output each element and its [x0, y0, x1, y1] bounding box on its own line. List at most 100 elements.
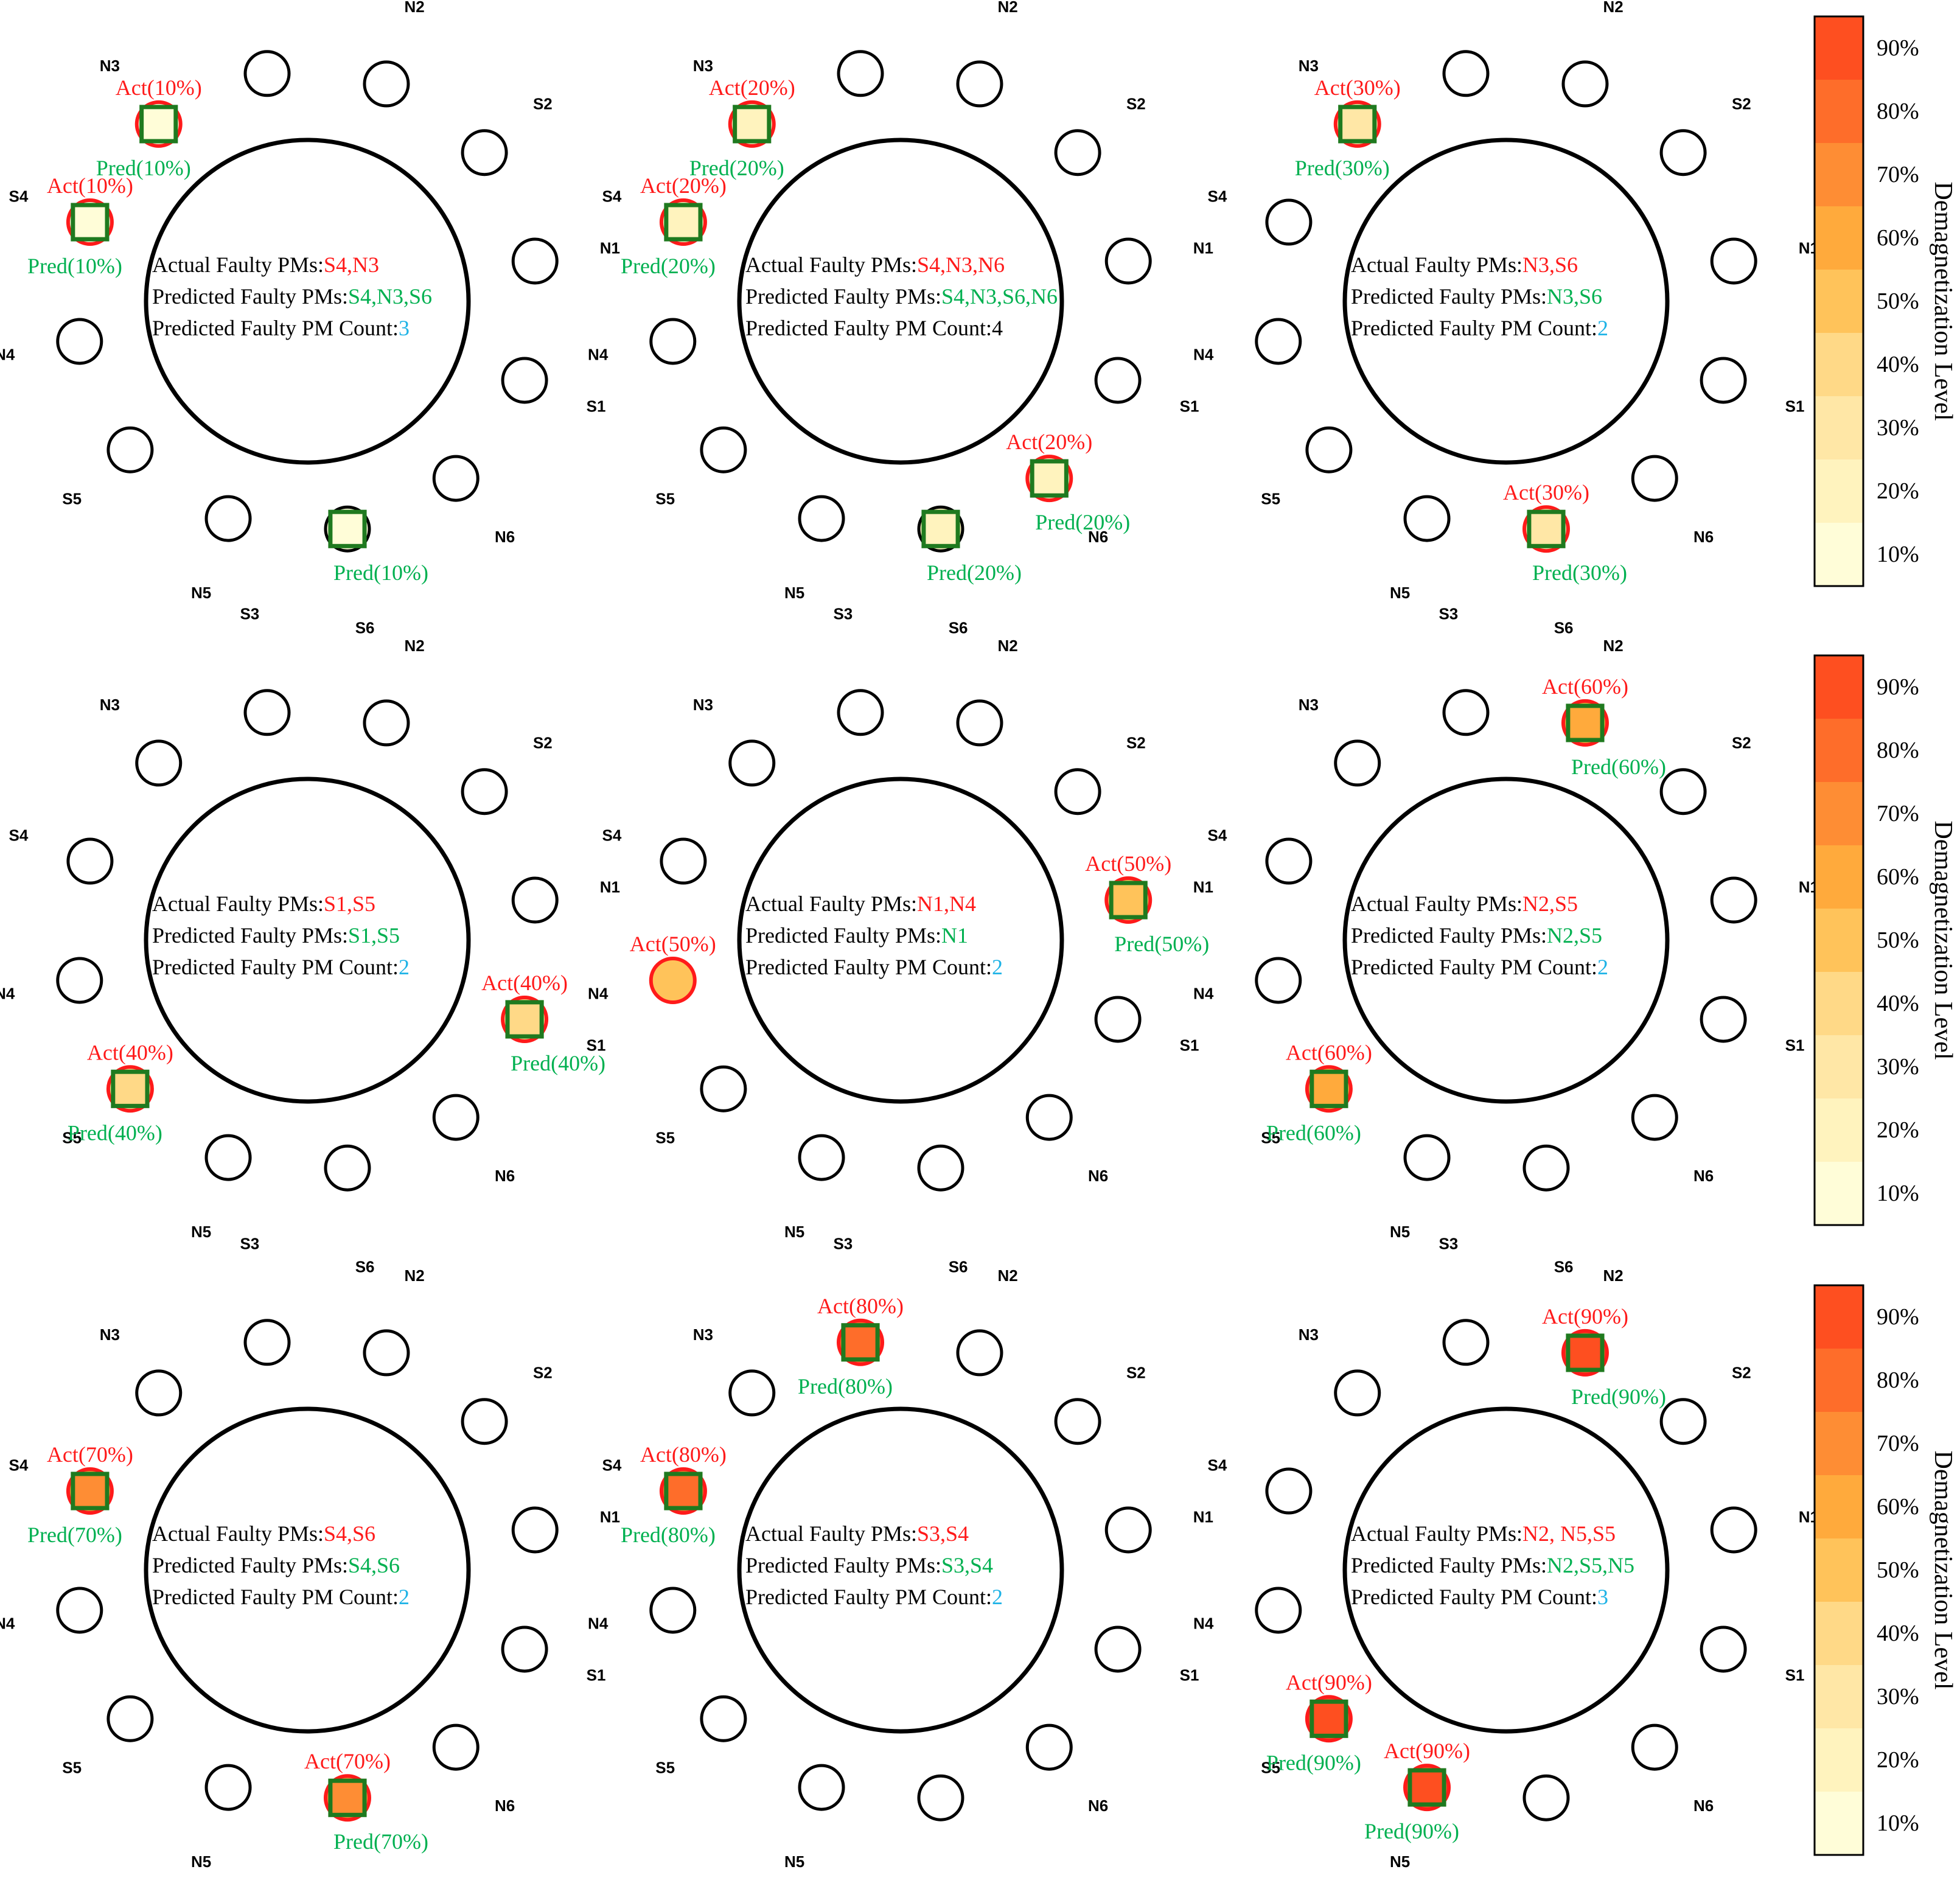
magnet-s3: [837, 50, 884, 97]
magnet-n3: [728, 739, 776, 787]
magnet-label: N5: [784, 1223, 804, 1241]
actual-value: N3,S6: [1522, 253, 1578, 277]
magnet-label: S6: [355, 1258, 375, 1276]
magnet-s2: [461, 129, 508, 176]
magnet-label: S1: [587, 1036, 606, 1055]
predicted-marker: [71, 1472, 110, 1510]
magnet-label: N1: [600, 239, 620, 257]
colorbar-segment: [1815, 909, 1863, 972]
colorbar-segment: [1815, 1412, 1863, 1475]
magnet-n5: [204, 1134, 252, 1181]
colorbar-segment: [1815, 459, 1863, 523]
magnet-label: N4: [1193, 985, 1214, 1003]
magnet-label: S4: [1208, 187, 1227, 205]
predicted-label: Predicted Faulty PMs:: [1351, 1553, 1547, 1577]
count-value: 2: [1597, 955, 1608, 979]
predicted-marker: [1566, 704, 1605, 742]
magnet-label: S2: [1126, 1363, 1146, 1381]
magnet-n1: [1710, 237, 1757, 285]
colorbar-tick-label: 40%: [1877, 1621, 1919, 1646]
magnet-n6: [1025, 1094, 1073, 1141]
predicted-marker: [139, 105, 178, 144]
magnet-label: N3: [100, 1325, 120, 1344]
colorbar-frame: [1813, 15, 1864, 587]
predicted-marker: [664, 203, 703, 242]
magnet-label: S6: [355, 619, 375, 637]
magnet-label: S4: [602, 187, 622, 205]
predicted-value: S4,N3,S6: [348, 284, 432, 309]
magnet-s6: [917, 1774, 964, 1821]
actual-faulty-line: Actual Faulty PMs:N1,N4: [745, 892, 976, 916]
magnet-s2: [1659, 768, 1707, 815]
magnet-n1: [1104, 237, 1152, 285]
predicted-count-line: Predicted Faulty PM Count:2: [152, 1585, 410, 1609]
colorbar-tick-label: 60%: [1877, 1494, 1919, 1520]
magnet-label: N5: [191, 1852, 211, 1871]
actual-label: Actual Faulty PMs:: [745, 892, 917, 916]
act-annotation: Act(30%): [1503, 480, 1589, 505]
predicted-faulty-line: Predicted Faulty PMs:N3,S6: [1351, 284, 1602, 309]
magnet-n4: [1255, 957, 1302, 1004]
magnet-label: S5: [62, 490, 82, 508]
colorbar-tick-label: 30%: [1877, 415, 1919, 441]
pred-annotation: Pred(20%): [689, 156, 784, 180]
magnet-n3: [135, 1369, 183, 1417]
pred-annotation: Pred(10%): [96, 156, 191, 180]
predicted-faulty-line: Predicted Faulty PMs:N2,S5,N5: [1351, 1553, 1634, 1577]
magnet-s2: [1054, 768, 1101, 815]
magnet-label: S6: [1554, 1258, 1574, 1276]
motor-panel: Actual Faulty PMs:N1,N4 Predicted Faulty …: [588, 604, 1213, 1276]
magnet-label: N4: [0, 1615, 15, 1633]
predicted-marker: [1407, 1768, 1446, 1807]
act-annotation: Act(90%): [1384, 1739, 1470, 1763]
magnet-label: N3: [693, 1325, 713, 1344]
magnet-label: S5: [1261, 490, 1280, 508]
magnet-label: N4: [588, 346, 609, 364]
count-label: Predicted Faulty PM Count:: [1351, 1585, 1597, 1609]
motor-panel: Actual Faulty PMs:S4,N3,N6 Predicted Faul…: [588, 0, 1213, 637]
predicted-count-line: Predicted Faulty PM Count:2: [1351, 316, 1608, 340]
magnet-label: S3: [833, 604, 853, 623]
rotor-circle: [1342, 777, 1670, 1104]
magnet-s3: [243, 689, 291, 736]
magnet-s2: [461, 1398, 508, 1445]
magnet-n5: [1403, 495, 1451, 542]
magnet-n1: [1710, 876, 1757, 924]
magnet-label: S4: [602, 826, 622, 844]
actual-value: S4,S6: [324, 1521, 375, 1546]
colorbar-tick-label: 60%: [1877, 864, 1919, 890]
act-annotation: Act(40%): [481, 971, 568, 995]
colorbar-tick-label: 50%: [1877, 927, 1919, 953]
magnet-label: S6: [949, 1258, 968, 1276]
act-annotation: Act(70%): [304, 1749, 391, 1773]
magnet-label: S4: [602, 1456, 622, 1474]
colorbar-segment: [1815, 1475, 1863, 1538]
colorbar-title: Demagnetization Level: [1929, 182, 1957, 421]
magnet-label: N6: [495, 1167, 515, 1185]
predicted-marker: [1338, 105, 1377, 144]
magnet-label: S2: [533, 94, 553, 113]
magnet-n2: [363, 60, 410, 108]
colorbar-segment: [1815, 1602, 1863, 1665]
magnet-n1: [511, 876, 559, 924]
magnet-label: N6: [1693, 1167, 1714, 1185]
colorbar-tick-label: 20%: [1877, 1747, 1919, 1773]
magnet-label: N5: [1390, 584, 1410, 602]
pred-annotation: Pred(70%): [333, 1829, 428, 1854]
colorbar-tick-label: 60%: [1877, 225, 1919, 251]
colorbar-tick-label: 40%: [1877, 352, 1919, 377]
predicted-faulty-line: Predicted Faulty PMs:S4,N3,S6: [152, 284, 432, 309]
magnet-label: N5: [191, 584, 211, 602]
colorbar-segment: [1815, 719, 1863, 782]
predicted-count-line: Predicted Faulty PM Count:4: [745, 316, 1003, 340]
pred-annotation: Pred(40%): [68, 1120, 162, 1145]
magnet-label: S5: [655, 490, 675, 508]
magnet-label: S4: [9, 1456, 29, 1474]
count-value: 2: [399, 955, 410, 979]
predicted-marker: [1310, 1069, 1348, 1108]
actual-value: N2, N5,S5: [1522, 1521, 1616, 1546]
predicted-count-line: Predicted Faulty PM Count:2: [152, 955, 410, 979]
count-value: 4: [992, 316, 1003, 340]
magnet-n2: [363, 1329, 410, 1377]
magnet-label: N6: [1693, 1796, 1714, 1815]
